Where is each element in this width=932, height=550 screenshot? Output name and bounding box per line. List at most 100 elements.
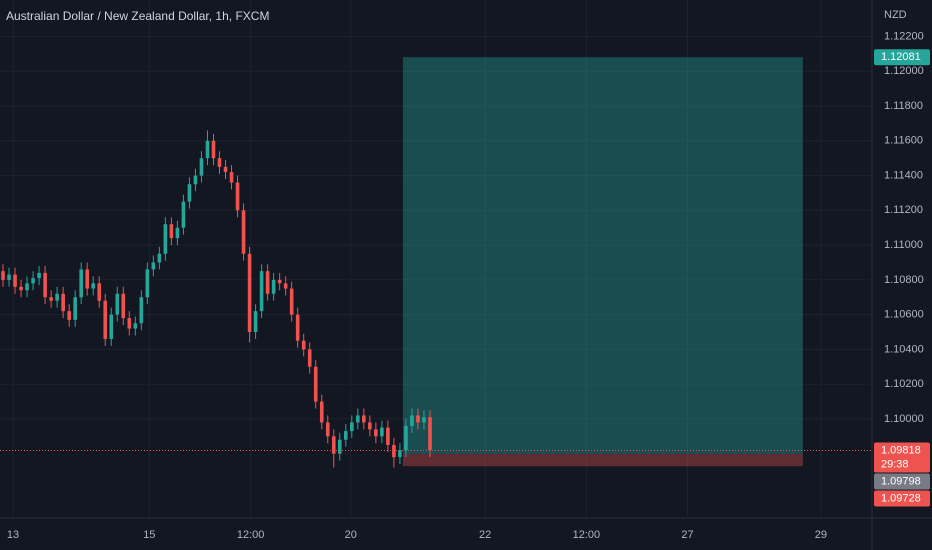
candle-body [337,439,342,454]
y-tick-label: 1.12000 [884,65,924,77]
candle-body [151,262,156,270]
candle-body [217,158,222,167]
plot [0,57,872,468]
candle-body [283,283,288,289]
candle-body [103,300,108,339]
x-tick-label: 27 [681,529,693,541]
candle-body [163,224,168,254]
candle-body [193,175,198,185]
candle-body [175,227,180,239]
candle-body [416,415,420,423]
candle-body [356,415,360,423]
candle-body [386,427,390,445]
candle-body [181,201,186,228]
price-tag-label: 1.09728 [881,492,921,504]
axes: 1.12200 1.12000 1.11800 1.11600 1.11400 1.112… [7,30,930,541]
candle-body [61,293,65,312]
candle-body [295,314,300,341]
y-tick-label: 1.11600 [884,135,923,147]
candle-body [67,311,71,320]
candle-body [55,293,59,301]
y-tick-label: 1.10000 [884,413,924,425]
y-tick-label: 1.10200 [884,378,924,390]
candle-body [127,318,132,329]
price-tag [874,490,930,507]
stop-zone [402,454,803,467]
chart-title: Australian Dollar / New Zealand Dollar, … [6,9,269,23]
price-tag [874,473,930,490]
countdown-label: 29:38 [881,458,909,470]
price-tag [874,49,930,66]
x-tick-label: 15 [143,529,155,541]
y-tick-label: 1.11800 [884,100,923,112]
candle-body [289,288,294,315]
candle-body [7,274,11,280]
candle-body [247,253,252,333]
candle-body [37,272,41,279]
candle-body [139,297,144,324]
candle-body [169,224,174,239]
candle-body [265,271,270,294]
candle-body [422,417,426,423]
grid [0,0,872,518]
price-tag [874,442,930,473]
price-tag-label: 1.09798 [881,475,921,487]
candle-body [19,286,23,291]
candle-body [199,158,204,176]
candle-body [13,274,17,287]
candle-body [223,166,228,173]
candle-body [313,366,318,402]
candle-body [133,323,138,329]
candle-body [49,297,53,301]
candle-body [235,182,240,211]
candle-body [325,422,330,437]
candle-body [428,417,432,451]
candle-body [307,349,312,367]
candle-body [374,429,378,437]
candle-body [410,415,414,426]
candle-body [277,279,282,284]
candle-body [109,314,114,339]
candle-body [205,140,210,159]
candle-body [380,427,384,437]
y-tick-label: 1.11200 [884,204,923,216]
y-tick-label: 1.10400 [884,343,924,355]
candle-body [253,311,258,333]
candle-body [115,293,120,315]
candle-body [319,401,324,423]
candle-body [368,422,372,430]
candle-body [229,172,234,183]
candle-body [350,422,354,432]
candle-body [187,184,192,202]
candle-body [97,283,102,301]
y-tick-label: 1.11400 [884,169,923,181]
price-tag-label: 1.09818 [881,444,921,456]
x-tick-label: 20 [345,529,357,541]
candle-body [79,269,83,298]
x-tick-label: 22 [479,529,491,541]
price-tag-label: 1.12081 [881,51,921,63]
candle-body [331,436,336,454]
candle-body [211,140,216,159]
y-tick-label: 1.10800 [884,274,924,286]
candle-body [121,293,126,319]
candle-body [85,269,90,289]
candle-body [241,210,246,254]
candle-body [25,283,29,291]
y-tick-label: 1.11000 [884,239,923,251]
candle-body [91,283,96,289]
candle-body [31,278,35,284]
candle-body [145,269,150,298]
candle-body [73,297,77,320]
y-tick-label: 1.12200 [884,30,924,42]
x-tick-label: 29 [815,529,827,541]
candle-body [157,253,162,263]
candle-body [398,450,402,458]
candle-body [362,415,366,423]
x-tick-label: 13 [7,529,19,541]
candle-body [392,444,396,458]
candle-body [343,431,348,440]
currency-label: NZD [884,9,907,21]
